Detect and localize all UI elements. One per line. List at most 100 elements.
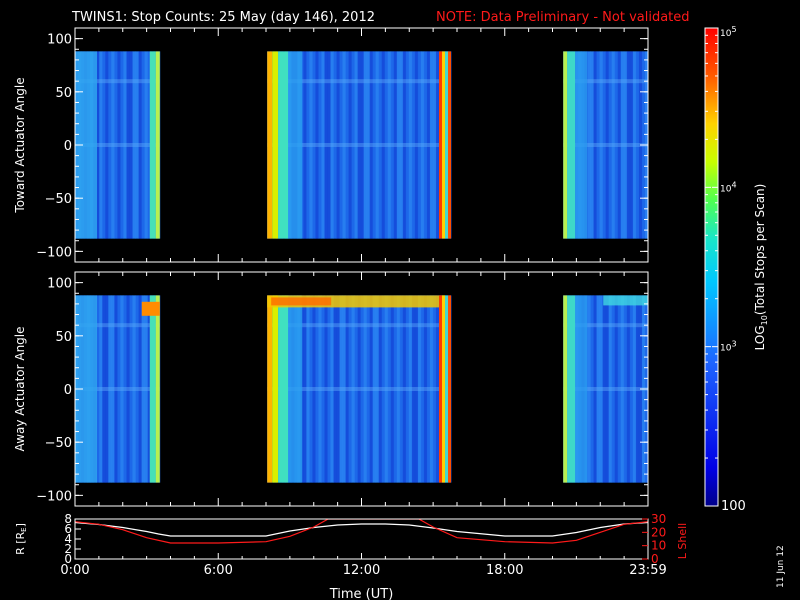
heatmap-stripe <box>390 51 395 239</box>
heatmap-stripe <box>138 51 143 239</box>
heatmap-stripe <box>99 295 103 483</box>
heatmap-stripe <box>303 295 307 483</box>
colorbar-gradient <box>705 28 718 506</box>
heatmap-stripe <box>384 295 389 483</box>
heatmap-stripe <box>593 51 598 239</box>
heatmap-edge <box>575 51 588 239</box>
y-tick-label: 100 <box>47 33 72 48</box>
heatmap-stripe <box>354 295 359 483</box>
heatmap-stripe <box>408 295 413 483</box>
data-note: NOTE: Data Preliminary - Not validated <box>436 10 690 25</box>
heatmap-stripe <box>414 51 419 239</box>
y-axis-label: Away Actuator Angle <box>13 326 27 451</box>
heatmap-stripe <box>339 295 344 483</box>
heatmap-stripe <box>420 51 425 239</box>
heatmap-stripe <box>348 295 353 483</box>
y-tick-label: −50 <box>45 436 72 451</box>
heatmap-stripe <box>596 295 601 483</box>
heatmap-stripe <box>620 51 625 239</box>
colorbar-tick-label: 105 <box>720 25 737 39</box>
radius-line <box>75 521 648 537</box>
heatmap-stripe <box>399 51 404 239</box>
y-tick-label: 0 <box>64 139 72 154</box>
heatmap-stripe <box>375 51 380 239</box>
heatmap-stripe <box>587 295 591 483</box>
heatmap-stripe <box>333 51 338 239</box>
heatmap-stripe <box>629 295 634 483</box>
heatmap-stripe <box>393 295 398 483</box>
colorbar-frame <box>704 27 719 507</box>
y-axis-label: Toward Actuator Angle <box>13 77 27 213</box>
x-tick-label: 0:00 <box>60 563 89 578</box>
heatmap-stripe <box>360 51 365 239</box>
colorbar-tick-label: 104 <box>720 180 737 194</box>
y-right-tick-label: 30 <box>651 512 666 526</box>
heatmap-band <box>267 323 452 328</box>
heatmap-stripe <box>596 51 601 239</box>
heatmap-stripe <box>114 51 118 239</box>
heatmap-stripe <box>357 295 362 483</box>
heatmap-stripe <box>123 51 127 239</box>
heatmap-stripe <box>429 51 434 239</box>
heatmap-band <box>267 143 452 147</box>
y-tick-label: 8 <box>64 512 72 526</box>
heatmap-edge <box>288 51 303 239</box>
heatmap-edge <box>267 295 273 483</box>
heatmap-spike <box>442 51 446 239</box>
heatmap-stripe <box>321 295 325 483</box>
heatmap-block <box>267 295 452 483</box>
heatmap-band <box>75 323 160 328</box>
heatmap-stripe <box>402 51 407 239</box>
heatmap-stripe <box>393 51 398 239</box>
heatmap-stripe <box>405 51 410 239</box>
heatmap-stripe <box>590 295 595 483</box>
heatmap-stripe <box>611 51 616 239</box>
heatmap-stripe <box>117 51 121 239</box>
heatmap-stripe <box>318 51 322 239</box>
heatmap-stripe <box>324 295 328 483</box>
heatmap-stripe <box>375 295 380 483</box>
heatmap-hot <box>271 297 332 306</box>
colorbar: 100 103 104 105 LOG10(Total Stops per Scan) <box>704 25 769 514</box>
heatmap-stripe <box>108 51 112 239</box>
heatmap-stripe <box>611 295 616 483</box>
heatmap-stripe <box>363 295 368 483</box>
heatmap-stripe <box>420 295 425 483</box>
heatmap-edge <box>75 295 97 483</box>
heatmap-stripe <box>351 51 356 239</box>
heatmap-spike <box>439 295 443 483</box>
heatmap-stripe <box>339 51 344 239</box>
x-tick-label: 6:00 <box>204 563 233 578</box>
heatmap-stripe <box>141 51 146 239</box>
heatmap-stripe <box>435 295 440 483</box>
y-tick-label: 50 <box>55 86 72 101</box>
heatmap-stripe <box>366 295 371 483</box>
orbit-lines <box>75 519 648 544</box>
x-tick-label: 18:00 <box>486 563 523 578</box>
heatmap-stripe <box>306 295 310 483</box>
heatmap-stripe <box>605 51 610 239</box>
heatmap-stripe <box>626 51 631 239</box>
heatmap-edge <box>567 295 576 483</box>
heatmap-stripe <box>387 51 392 239</box>
heatmap-stripe <box>108 295 112 483</box>
heatmap-block <box>563 295 649 483</box>
heatmap-stripe <box>399 295 404 483</box>
heatmap-stripe <box>369 295 374 483</box>
heatmap-hot <box>141 301 160 316</box>
heatmap-stripe <box>315 295 319 483</box>
heatmap-stripe <box>384 51 389 239</box>
heatmap-stripe <box>417 295 422 483</box>
heatmap-edge <box>563 295 568 483</box>
heatmap-stripe <box>432 51 437 239</box>
heatmap-edge <box>575 295 588 483</box>
heatmap-stripe <box>141 295 146 483</box>
heatmap-stripe <box>330 295 334 483</box>
heatmap-stripe <box>120 295 124 483</box>
y-tick-label: 100 <box>47 277 72 292</box>
heatmap-stripe <box>366 51 371 239</box>
heatmap-stripe <box>99 51 103 239</box>
heatmap-edge <box>155 295 160 483</box>
heatmap-stripe <box>144 295 149 483</box>
